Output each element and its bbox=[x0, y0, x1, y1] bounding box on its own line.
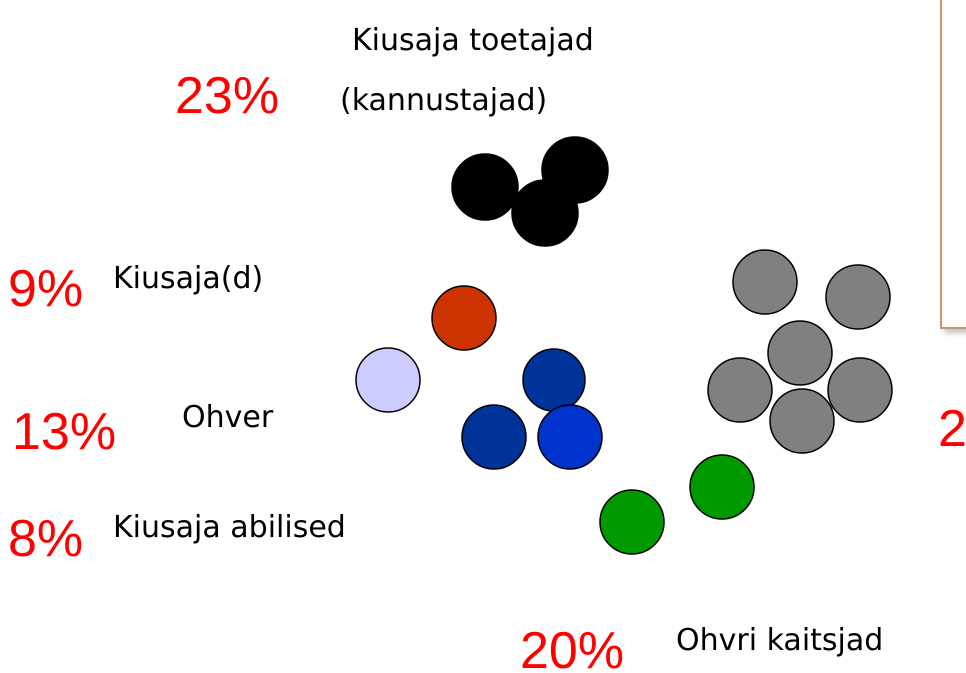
bully bbox=[431, 285, 497, 351]
assistants bbox=[461, 348, 603, 470]
person bbox=[689, 454, 755, 520]
person bbox=[827, 357, 893, 423]
person bbox=[707, 357, 773, 423]
group-percent: 20% bbox=[520, 622, 624, 673]
group-label: Ohvri kaitsjad bbox=[676, 623, 883, 658]
person bbox=[537, 404, 603, 470]
group-label: Kiusaja abilised bbox=[113, 510, 346, 545]
group-percent: 2 bbox=[938, 400, 966, 458]
group-percent: 9% bbox=[8, 260, 83, 318]
group-percent: 13% bbox=[12, 403, 116, 461]
person bbox=[511, 179, 579, 247]
group-percent: 8% bbox=[8, 510, 83, 568]
defenders bbox=[599, 454, 755, 555]
person bbox=[732, 249, 798, 315]
group-label: Kiusaja toetajad bbox=[352, 23, 594, 58]
victim bbox=[355, 347, 421, 413]
person bbox=[767, 320, 833, 386]
person bbox=[451, 153, 519, 221]
person bbox=[825, 264, 891, 330]
person bbox=[461, 404, 527, 470]
supporters bbox=[451, 136, 609, 247]
outsiders bbox=[707, 249, 893, 454]
person bbox=[769, 388, 835, 454]
group-percent: 23% bbox=[175, 67, 279, 125]
person bbox=[599, 489, 665, 555]
group-label: (kannustajad) bbox=[340, 83, 547, 118]
group-label: Kiusaja(d) bbox=[113, 261, 263, 296]
group-label: Ohver bbox=[182, 400, 274, 435]
note-box bbox=[940, 0, 966, 329]
person bbox=[522, 348, 586, 412]
